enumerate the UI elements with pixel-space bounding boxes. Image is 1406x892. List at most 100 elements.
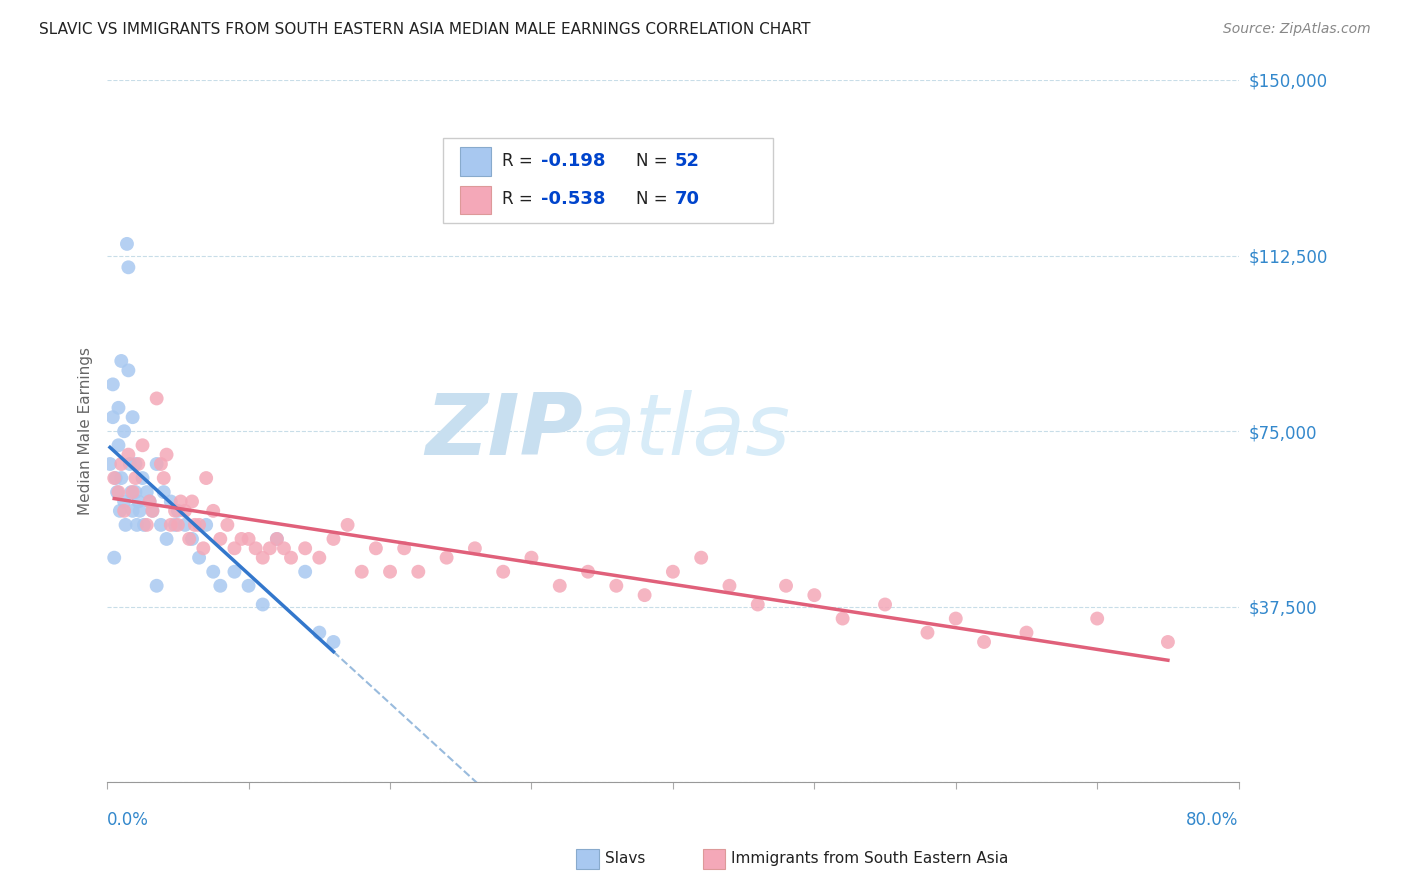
Point — [184, 517, 207, 532]
Point — [217, 517, 239, 532]
Point — [336, 517, 359, 532]
Point — [576, 565, 599, 579]
Point — [149, 457, 172, 471]
Point — [159, 517, 181, 532]
Point — [238, 579, 260, 593]
Point — [308, 550, 330, 565]
Point — [408, 565, 430, 579]
Point — [224, 541, 246, 556]
Point — [121, 410, 143, 425]
Point — [747, 598, 769, 612]
Point — [128, 504, 150, 518]
Point — [127, 494, 149, 508]
Point — [231, 532, 253, 546]
Point — [115, 236, 138, 251]
Point — [112, 494, 135, 508]
Point — [112, 504, 135, 518]
Point — [174, 504, 197, 518]
Point — [117, 363, 139, 377]
Text: -0.198: -0.198 — [541, 153, 606, 170]
Point — [188, 550, 211, 565]
Point — [174, 517, 197, 532]
Point — [114, 517, 136, 532]
Point — [110, 471, 132, 485]
Text: N =: N = — [636, 190, 672, 208]
Point — [350, 565, 373, 579]
Point — [132, 517, 155, 532]
Point — [145, 579, 167, 593]
Point — [167, 517, 190, 532]
Text: R =: R = — [502, 153, 538, 170]
Point — [224, 565, 246, 579]
Text: R =: R = — [502, 190, 538, 208]
Point — [690, 550, 713, 565]
Point — [131, 438, 153, 452]
Point — [492, 565, 515, 579]
Point — [124, 471, 146, 485]
Point — [159, 494, 181, 508]
Point — [179, 532, 201, 546]
Point — [873, 598, 896, 612]
Point — [131, 471, 153, 485]
Point — [202, 565, 225, 579]
Point — [294, 565, 316, 579]
Point — [1085, 611, 1108, 625]
Point — [107, 485, 129, 500]
Point — [104, 471, 127, 485]
Point — [245, 541, 267, 556]
Y-axis label: Median Male Earnings: Median Male Earnings — [79, 347, 93, 516]
Point — [181, 532, 204, 546]
Point — [127, 457, 149, 471]
Point — [280, 550, 302, 565]
Point — [125, 517, 148, 532]
Point — [117, 260, 139, 275]
Point — [188, 517, 211, 532]
Point — [135, 485, 157, 500]
Point — [138, 494, 160, 508]
Point — [308, 625, 330, 640]
Text: SLAVIC VS IMMIGRANTS FROM SOUTH EASTERN ASIA MEDIAN MALE EARNINGS CORRELATION CH: SLAVIC VS IMMIGRANTS FROM SOUTH EASTERN … — [39, 22, 811, 37]
Point — [195, 471, 218, 485]
Text: -0.538: -0.538 — [541, 190, 606, 208]
Point — [149, 517, 172, 532]
Point — [266, 532, 288, 546]
Text: N =: N = — [636, 153, 672, 170]
Point — [917, 625, 939, 640]
Point — [110, 457, 132, 471]
Point — [98, 457, 121, 471]
Point — [155, 532, 177, 546]
Point — [141, 504, 163, 518]
Point — [118, 457, 141, 471]
Point — [364, 541, 387, 556]
Point — [155, 448, 177, 462]
Point — [378, 565, 401, 579]
Point — [803, 588, 825, 602]
Point — [138, 494, 160, 508]
Point — [112, 424, 135, 438]
Point — [124, 485, 146, 500]
Point — [548, 579, 571, 593]
Point — [181, 494, 204, 508]
Point — [107, 401, 129, 415]
Text: ZIP: ZIP — [425, 390, 582, 473]
Point — [103, 471, 125, 485]
Point — [141, 504, 163, 518]
Text: Slavs: Slavs — [605, 851, 645, 865]
Point — [103, 550, 125, 565]
Point — [101, 410, 124, 425]
Point — [120, 485, 142, 500]
Point — [266, 532, 288, 546]
Text: 52: 52 — [675, 153, 700, 170]
Point — [633, 588, 655, 602]
Point — [294, 541, 316, 556]
Point — [107, 438, 129, 452]
Point — [1015, 625, 1038, 640]
Point — [167, 504, 190, 518]
Point — [152, 471, 174, 485]
Point — [165, 504, 187, 518]
Point — [520, 550, 543, 565]
Point — [973, 635, 995, 649]
Point — [121, 485, 143, 500]
Point — [193, 541, 215, 556]
Point — [718, 579, 741, 593]
